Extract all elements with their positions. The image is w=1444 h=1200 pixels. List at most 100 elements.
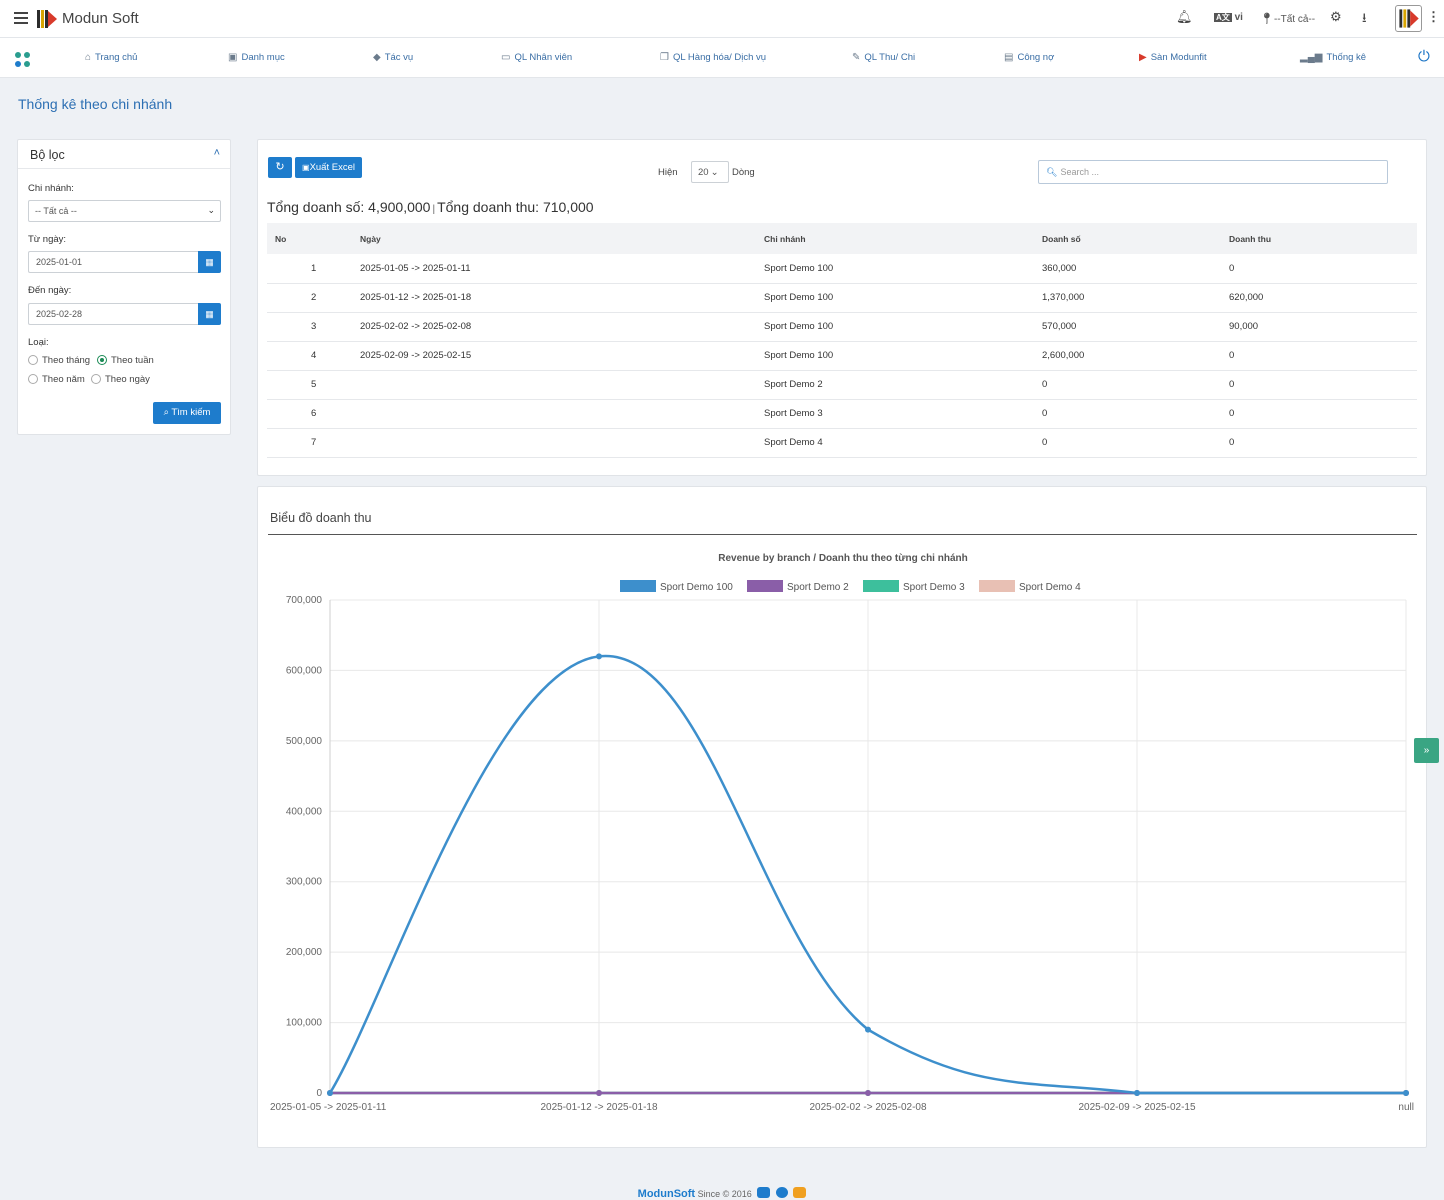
- data-point: [596, 1090, 602, 1096]
- table-row: 3 2025-02-02 -> 2025-02-08 Sport Demo 100 5…: [267, 312, 1417, 342]
- y-tick-label: 300,000: [286, 877, 323, 888]
- y-tick-label: 200,000: [286, 947, 323, 958]
- money-icon: ▤: [1004, 52, 1014, 63]
- page-title: Thống kê theo chi nhánh: [18, 96, 173, 112]
- search-icon: 🔍︎: [1046, 167, 1058, 177]
- table-row: 4 2025-02-09 -> 2025-02-15 Sport Demo 100 2…: [267, 341, 1417, 371]
- page-size-select[interactable]: 20 ⌄: [691, 161, 729, 183]
- data-point: [327, 1090, 333, 1096]
- divider: [268, 534, 1417, 535]
- avatar[interactable]: [1395, 5, 1422, 32]
- nav-item-catalog[interactable]: ▣ Danh mục: [228, 52, 285, 63]
- calendar-icon[interactable]: ▦: [198, 303, 221, 325]
- y-tick-label: 100,000: [286, 1018, 323, 1029]
- data-point: [1403, 1090, 1409, 1096]
- data-point: [865, 1090, 871, 1096]
- filter-header[interactable]: Bộ lọc ˄: [18, 140, 230, 169]
- export-excel-button[interactable]: ▣Xuất Excel: [295, 157, 362, 178]
- rows-label: Dòng: [732, 167, 755, 178]
- chart-panel: Biểu đồ doanh thu Revenue by branch / Do…: [257, 486, 1427, 1148]
- to-date-label: Đến ngày:: [28, 285, 72, 296]
- table-panel: ↻ ▣Xuất Excel Hiện 20 ⌄ Dòng 🔍︎ Search ...…: [257, 139, 1427, 476]
- nav-item-staff[interactable]: ▭ QL Nhân viên: [501, 52, 573, 63]
- edit-icon: ✎: [852, 52, 861, 63]
- location-filter[interactable]: 📍︎--Tất cả--: [1260, 13, 1316, 25]
- home-icon: ⌂: [85, 52, 92, 63]
- footer-since: Since © 2016: [697, 1189, 752, 1199]
- nav-item-tasks[interactable]: ◆ Tác vụ: [373, 52, 414, 63]
- table-header-row: No Ngày Chi nhánh Doanh số Doanh thu: [267, 223, 1417, 254]
- twitter-icon[interactable]: [757, 1187, 771, 1198]
- bell-icon[interactable]: 🔔︎: [1176, 9, 1193, 24]
- branch-label: Chi nhánh:: [28, 183, 74, 194]
- branch-select[interactable]: -- Tất cả -- ⌄: [28, 200, 221, 222]
- avatar-logo-icon: [1399, 9, 1419, 28]
- total-sales: Tổng doanh số: 4,900,000: [267, 199, 431, 215]
- chart-title: Revenue by branch / Doanh thu theo từng …: [718, 553, 967, 564]
- download-icon[interactable]: ⭳: [1362, 10, 1367, 25]
- x-tick-label: 2025-02-02 -> 2025-02-08: [809, 1102, 926, 1113]
- radio-week[interactable]: Theo tuần: [97, 355, 154, 366]
- refresh-icon: ↻: [275, 161, 285, 173]
- series-line: [328, 655, 1406, 1095]
- cube-icon: ▣: [228, 52, 238, 63]
- col-no[interactable]: No: [267, 223, 352, 254]
- nav-item-products[interactable]: ❐ QL Hàng hóa/ Dịch vụ: [660, 52, 767, 63]
- chevron-down-icon: ⌄: [710, 167, 719, 178]
- radio-year[interactable]: Theo năm: [28, 374, 85, 385]
- monitor-icon: ▭: [501, 52, 511, 63]
- logo-icon: [37, 10, 57, 28]
- chevron-up-icon[interactable]: ˄: [213, 147, 220, 159]
- from-date-input[interactable]: 2025-01-01: [28, 251, 198, 273]
- youtube-icon[interactable]: [793, 1187, 807, 1198]
- translate-icon: A文: [1214, 13, 1232, 22]
- show-label: Hiện: [658, 167, 678, 178]
- search-input[interactable]: 🔍︎ Search ...: [1038, 160, 1388, 184]
- legend-label: Sport Demo 100: [660, 582, 733, 593]
- y-tick-label: 700,000: [286, 595, 323, 606]
- tag-icon: ◆: [373, 52, 381, 63]
- copy-icon: ❐: [660, 52, 669, 63]
- totals: Tổng doanh số: 4,900,000 | Tổng doanh thu:…: [267, 199, 594, 215]
- x-tick-label: 2025-02-09 -> 2025-02-15: [1078, 1102, 1195, 1113]
- legend-swatch: [747, 580, 783, 592]
- apps-grid-icon[interactable]: [15, 52, 31, 68]
- y-tick-label: 0: [316, 1088, 322, 1099]
- power-icon[interactable]: ⏻: [1418, 48, 1430, 65]
- col-branch[interactable]: Chi nhánh: [756, 223, 1034, 254]
- calendar-icon[interactable]: ▦: [198, 251, 221, 273]
- radio-day[interactable]: Theo ngày: [91, 374, 150, 385]
- more-vertical-icon[interactable]: ⋮: [1427, 9, 1440, 24]
- data-point: [1134, 1090, 1140, 1096]
- nav-item-income-expense[interactable]: ✎ QL Thu/ Chi: [852, 52, 916, 63]
- scroll-to-top-button[interactable]: »: [1414, 738, 1439, 763]
- to-date-input[interactable]: 2025-02-28: [28, 303, 198, 325]
- gear-icon[interactable]: ⚙︎: [1330, 9, 1342, 24]
- legend-swatch: [979, 580, 1015, 592]
- footer-brand[interactable]: ModunSoft: [637, 1188, 696, 1200]
- x-tick-label: null: [1398, 1102, 1414, 1113]
- refresh-button[interactable]: ↻: [268, 157, 292, 178]
- col-date[interactable]: Ngày: [352, 223, 756, 254]
- col-sales[interactable]: Doanh số: [1034, 223, 1221, 254]
- search-icon: ⌕: [163, 407, 169, 418]
- excel-icon: ▣: [302, 163, 310, 172]
- search-button[interactable]: ⌕ Tìm kiếm: [153, 402, 221, 424]
- language-switch[interactable]: A文 vi: [1214, 12, 1243, 23]
- col-revenue[interactable]: Doanh thu: [1221, 223, 1417, 254]
- type-label: Loại:: [28, 337, 49, 348]
- nav-item-home[interactable]: ⌂ Trang chủ: [85, 52, 138, 63]
- y-tick-label: 400,000: [286, 806, 323, 817]
- chevron-down-icon: ⌄: [207, 205, 215, 215]
- radio-month[interactable]: Theo tháng: [28, 355, 90, 366]
- nav-item-debt[interactable]: ▤ Công nợ: [1004, 52, 1055, 63]
- menu-icon[interactable]: [14, 12, 28, 24]
- nav-item-statistics[interactable]: ▂▄▆ Thống kê: [1300, 52, 1367, 63]
- modunfit-icon: ▶: [1139, 52, 1147, 63]
- nav-item-modunfit[interactable]: ▶ Sàn Modunfit: [1139, 52, 1207, 63]
- legend-label: Sport Demo 2: [787, 582, 849, 593]
- facebook-icon[interactable]: [775, 1187, 788, 1198]
- stats-table: No Ngày Chi nhánh Doanh số Doanh thu 1 20…: [267, 223, 1417, 458]
- chevron-double-up-icon: »: [1423, 745, 1430, 756]
